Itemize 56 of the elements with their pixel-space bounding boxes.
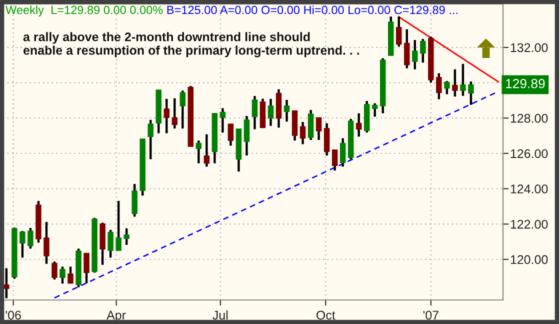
- chart-title: Weekly L=129.89 0.00 0.00%: [6, 5, 163, 16]
- candlestick: [396, 15, 402, 48]
- candlestick: [4, 267, 10, 300]
- candlestick: [324, 122, 330, 157]
- candlestick: [340, 137, 346, 168]
- x-tick-label: Oct: [316, 310, 336, 320]
- candlestick: [412, 38, 418, 70]
- candlestick: [268, 98, 274, 127]
- candlestick: [84, 252, 90, 284]
- candlestick: [68, 266, 74, 285]
- candlestick: [116, 200, 122, 252]
- candlestick: [452, 68, 458, 98]
- y-tick-label: 124.00: [510, 184, 548, 194]
- candlestick: [404, 28, 410, 70]
- candlestick: [180, 89, 186, 130]
- candlestick: [332, 148, 338, 172]
- y-tick-label: 132.00: [510, 43, 548, 52]
- candlestick: [52, 260, 58, 281]
- candlestick: [20, 230, 26, 259]
- candlestick: [252, 94, 258, 130]
- candlestick: [372, 102, 378, 118]
- candlestick: [172, 97, 178, 130]
- text: 129.89: [506, 78, 545, 88]
- candlestick: [420, 38, 426, 64]
- y-tick-label: 122.00: [510, 220, 548, 229]
- candlestick: [196, 139, 202, 164]
- candlestick: [220, 107, 226, 134]
- candlestick: [228, 122, 234, 147]
- candlestick: [124, 227, 130, 246]
- x-tick-label: Jul: [212, 310, 228, 320]
- y-tick-label: 128.00: [510, 114, 548, 123]
- candlestick: [356, 112, 362, 138]
- x-tick-label: Apr: [106, 310, 126, 322]
- candlestick: [164, 98, 170, 134]
- candlestick: [284, 98, 290, 123]
- y-tick-label: 120.00: [510, 255, 548, 264]
- candlestick: [444, 80, 450, 96]
- annotation: a rally above the 2-month downtrend line should enable a resumption of the primary long-term uptrend. . .: [23, 32, 359, 58]
- candlestick: [60, 266, 66, 285]
- candlestick: [316, 116, 322, 142]
- candlestick: [132, 182, 138, 218]
- y-tick-label: 126.00: [510, 149, 548, 158]
- x-tick-label: '07: [423, 310, 438, 320]
- candlestick: [28, 226, 34, 250]
- candlestick: [460, 62, 466, 97]
- chart-subtitle: B=125.00 A=0.00 O=0.00 Hi=0.00 Lo=0.00 C=129.89 ...: [167, 5, 458, 14]
- candlestick: [300, 120, 306, 146]
- candlestick: [108, 228, 114, 259]
- candlestick: [44, 220, 50, 265]
- candlestick: [436, 72, 442, 100]
- candlestick: [204, 133, 210, 168]
- x-tick-label: '06: [6, 310, 21, 320]
- candlestick: [308, 108, 314, 142]
- candlestick: [468, 80, 474, 106]
- candlestick: [148, 118, 154, 160]
- candlestick: [244, 114, 250, 157]
